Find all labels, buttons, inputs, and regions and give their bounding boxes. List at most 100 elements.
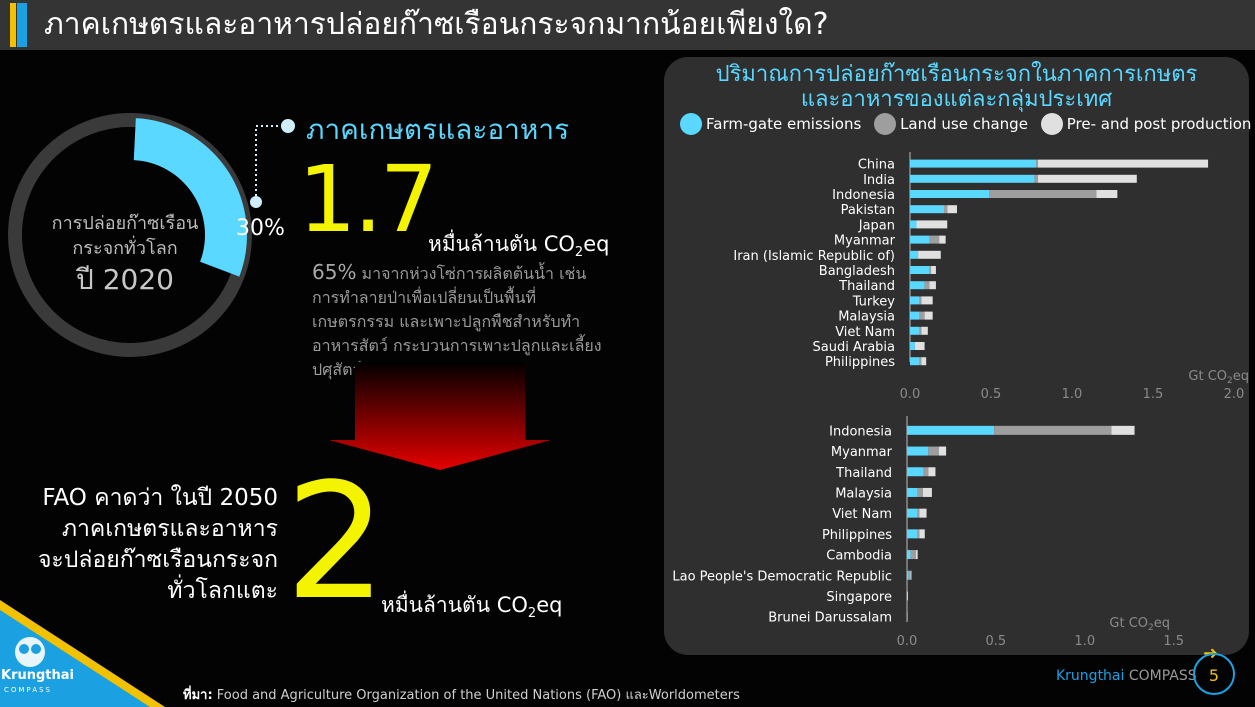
chart1-tick-2-0: 2.0: [1224, 387, 1245, 402]
title-bar: [0, 0, 1255, 50]
down-arrow-icon: [329, 362, 551, 470]
chart-panel-title-line2: และอาหารของแต่ละกลุ่มประเทศ: [800, 87, 1113, 112]
chart1-bar-turkey-farm-gate-emissions: [910, 296, 920, 305]
chart1-bar-turkey-pre-and-post-production: [921, 296, 933, 305]
chart1-bar-pakistan-land-use-change: [944, 205, 948, 214]
chart2-bar-philippines-farm-gate-emissions: [907, 529, 918, 539]
chart1-tick-0-0: 0.0: [900, 387, 921, 402]
legend-item-land-use: Land use change: [874, 113, 1028, 135]
chart1-bar-pakistan-farm-gate-emissions: [910, 205, 945, 214]
chart2-bar-malaysia-farm-gate-emissions: [907, 487, 918, 497]
chart1-bar-myanmar-pre-and-post-production: [939, 235, 946, 244]
chart1-bar-bangladesh-land-use-change: [929, 266, 932, 274]
chart2-label-brunei-darussalam: Brunei Darussalam: [768, 611, 892, 626]
donut-pointer-dot: [250, 196, 262, 208]
chart1-bar-india-land-use-change: [1034, 174, 1038, 183]
chart2-bar-viet-nam-land-use-change: [917, 508, 920, 518]
agri-section-title: ภาคเกษตรและอาหาร: [306, 113, 570, 146]
chart2-label-thailand: Thailand: [835, 466, 892, 481]
chart1-label-philippines: Philippines: [825, 355, 895, 370]
chart1-tick-1-0: 1.0: [1062, 387, 1083, 402]
projection-value: 2: [285, 448, 387, 635]
chart1-label-bangladesh: Bangladesh: [819, 264, 895, 279]
chart2-bar-cambodia-pre-and-post-production: [915, 550, 918, 560]
chart2-bar-philippines-pre-and-post-production: [919, 529, 925, 539]
chart1-label-turkey: Turkey: [852, 294, 896, 309]
chart2-bar-malaysia-pre-and-post-production: [923, 487, 932, 497]
chart2-bar-indonesia-land-use-change: [994, 425, 1112, 435]
chart2-bar-brunei-darussalam-pre-and-post-production: [907, 612, 908, 622]
chart1-bar-turkey-land-use-change: [919, 296, 922, 305]
chart1-label-thailand: Thailand: [838, 279, 895, 294]
chart1-label-japan: Japan: [858, 218, 895, 233]
chart2-bar-thailand-pre-and-post-production: [928, 467, 936, 477]
chart2-bar-thailand-land-use-change: [923, 467, 929, 477]
chart1-bar-malaysia-farm-gate-emissions: [910, 311, 920, 320]
legend-swatch-land-use: [874, 113, 897, 135]
chart1-bar-pakistan-pre-and-post-production: [947, 205, 957, 214]
chart1-label-india: India: [863, 173, 895, 188]
donut-pointer-line: [255, 125, 286, 196]
chart2-bar-indonesia-farm-gate-emissions: [907, 425, 995, 435]
page-number: 5: [1193, 653, 1235, 695]
chart2-tick-1-5: 1.5: [1163, 634, 1184, 649]
krungthai-logo-sub: COMPASS: [4, 686, 52, 694]
chart1-bar-thailand-pre-and-post-production: [929, 281, 936, 290]
emission-share-donut: [8, 113, 295, 357]
chart2-label-lao-people-s-democratic-republic: Lao People's Democratic Republic: [672, 569, 892, 584]
donut-share-label: 30%: [236, 216, 285, 241]
title-accent-yellow: [10, 3, 16, 47]
legend-swatch-pre-post: [1040, 113, 1063, 135]
chart1-bar-philippines-land-use-change: [919, 357, 922, 366]
chart1-bar-saudi-arabia-pre-and-post-production: [914, 342, 925, 350]
krungthai-logo-text: Krungthai: [1, 668, 74, 683]
brand-name: Krungthai COMPASS: [1056, 668, 1197, 684]
agri-emission-value: 1.7: [298, 146, 438, 253]
chart2-tick-1-0: 1.0: [1074, 634, 1095, 649]
chart-legend: Farm-gate emissions Land use change Pre-…: [680, 113, 1255, 139]
chart1-label-iran-islamic-republic-of: Iran (Islamic Republic of): [733, 249, 895, 264]
agri-description: 65% มาจากห่วงโซ่การผลิตต้นน้ำ เช่น การทำ…: [312, 260, 602, 379]
chart1-label-viet-nam: Viet Nam: [835, 325, 895, 340]
agri-upstream-share: 65%: [312, 260, 357, 284]
chart1-bar-indonesia-farm-gate-emissions: [910, 190, 990, 198]
chart1-bar-japan-pre-and-post-production: [916, 220, 948, 229]
chart2-tick-0-0: 0.0: [897, 634, 918, 649]
chart1-bar-myanmar-land-use-change: [929, 235, 940, 244]
chart1-bar-india-pre-and-post-production: [1037, 174, 1137, 183]
chart2-label-viet-nam: Viet Nam: [832, 507, 892, 522]
donut-label-year: ปี 2020: [76, 263, 174, 296]
chart2-label-singapore: Singapore: [826, 590, 892, 605]
title-accent-blue: [17, 3, 27, 47]
chart-panel-title-line1: ปริมาณการปล่อยก๊าซเรือนกระจกในภาคการเกษต…: [715, 62, 1198, 87]
chart1-bar-viet-nam-pre-and-post-production: [921, 326, 928, 335]
chart1-tick-1-5: 1.5: [1143, 387, 1164, 402]
donut-label-line2: กระจกทั่วโลก: [72, 238, 178, 259]
chart1-bar-myanmar-farm-gate-emissions: [910, 235, 930, 244]
chart1-bar-viet-nam-farm-gate-emissions: [910, 326, 920, 335]
chart2-unit-label: Gt CO2eq: [1109, 616, 1170, 633]
agri-emission-unit: หมื่นล้านตัน CO2eq: [428, 232, 610, 261]
chart2-label-cambodia: Cambodia: [826, 549, 892, 564]
chart2-label-malaysia: Malaysia: [835, 486, 892, 501]
chart2-bar-malaysia-land-use-change: [917, 487, 923, 497]
chart2-bar-viet-nam-pre-and-post-production: [919, 508, 927, 518]
chart2-bar-lao-people-s-democratic-republic-land-use-change: [908, 570, 911, 580]
chart-panel: [664, 57, 1249, 655]
chart1-bar-philippines-farm-gate-emissions: [910, 357, 920, 366]
chart1-bar-malaysia-land-use-change: [919, 311, 925, 320]
chart2-bar-singapore-pre-and-post-production: [907, 591, 908, 601]
chart2-bar-myanmar-land-use-change: [928, 446, 939, 456]
legend-item-farm-gate: Farm-gate emissions: [680, 113, 861, 135]
chart1-bar-iran-islamic-republic-of-farm-gate-emissions: [910, 250, 919, 259]
krungthai-corner-logo: [0, 600, 165, 707]
chart2-bar-cambodia-farm-gate-emissions: [907, 550, 911, 560]
chart2-label-philippines: Philippines: [822, 528, 892, 543]
chart2-bar-thailand-farm-gate-emissions: [907, 467, 923, 477]
chart2-bar-philippines-land-use-change: [917, 529, 920, 539]
chart1-bar-malaysia-pre-and-post-production: [924, 311, 933, 320]
chart1-bar-indonesia-pre-and-post-production: [1096, 190, 1118, 198]
chart1-label-myanmar: Myanmar: [834, 234, 896, 249]
donut-pointer-end: [281, 119, 295, 133]
chart1-bar-thailand-farm-gate-emissions: [910, 281, 925, 290]
